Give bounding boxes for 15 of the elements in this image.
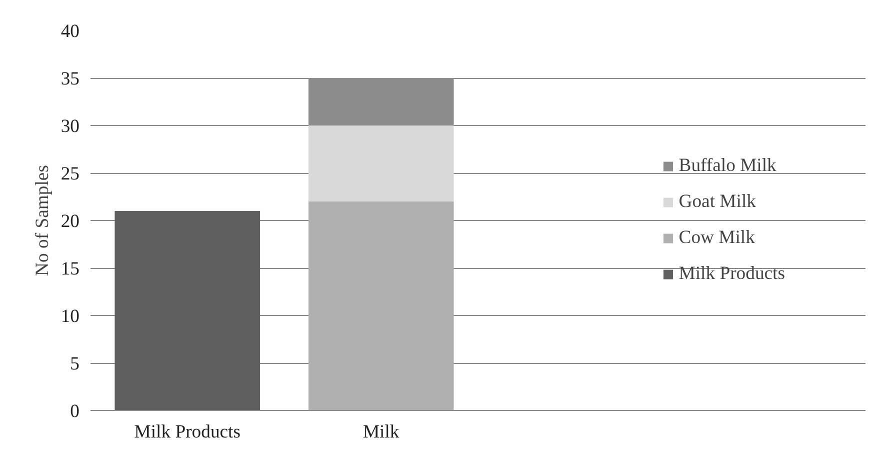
- legend-label: Goat Milk: [678, 191, 756, 213]
- y-tick-label: 40: [60, 21, 80, 42]
- y-tick-label: 0: [70, 401, 80, 422]
- legend-label: Milk Products: [678, 263, 785, 285]
- legend-label: Cow Milk: [678, 227, 755, 249]
- y-tick-label: 25: [60, 164, 80, 184]
- y-tick-label: 15: [60, 258, 80, 280]
- y-tick-label: 10: [60, 306, 80, 327]
- y-tick-label: 35: [60, 68, 80, 90]
- y-axis-title: No of Samples: [32, 165, 53, 276]
- y-tick-label: 20: [60, 211, 80, 232]
- legend-label: Buffalo Milk: [678, 155, 776, 177]
- x-tick-label: Milk: [362, 422, 400, 442]
- y-tick-label: 30: [60, 116, 80, 137]
- y-tick-label: 5: [70, 354, 80, 374]
